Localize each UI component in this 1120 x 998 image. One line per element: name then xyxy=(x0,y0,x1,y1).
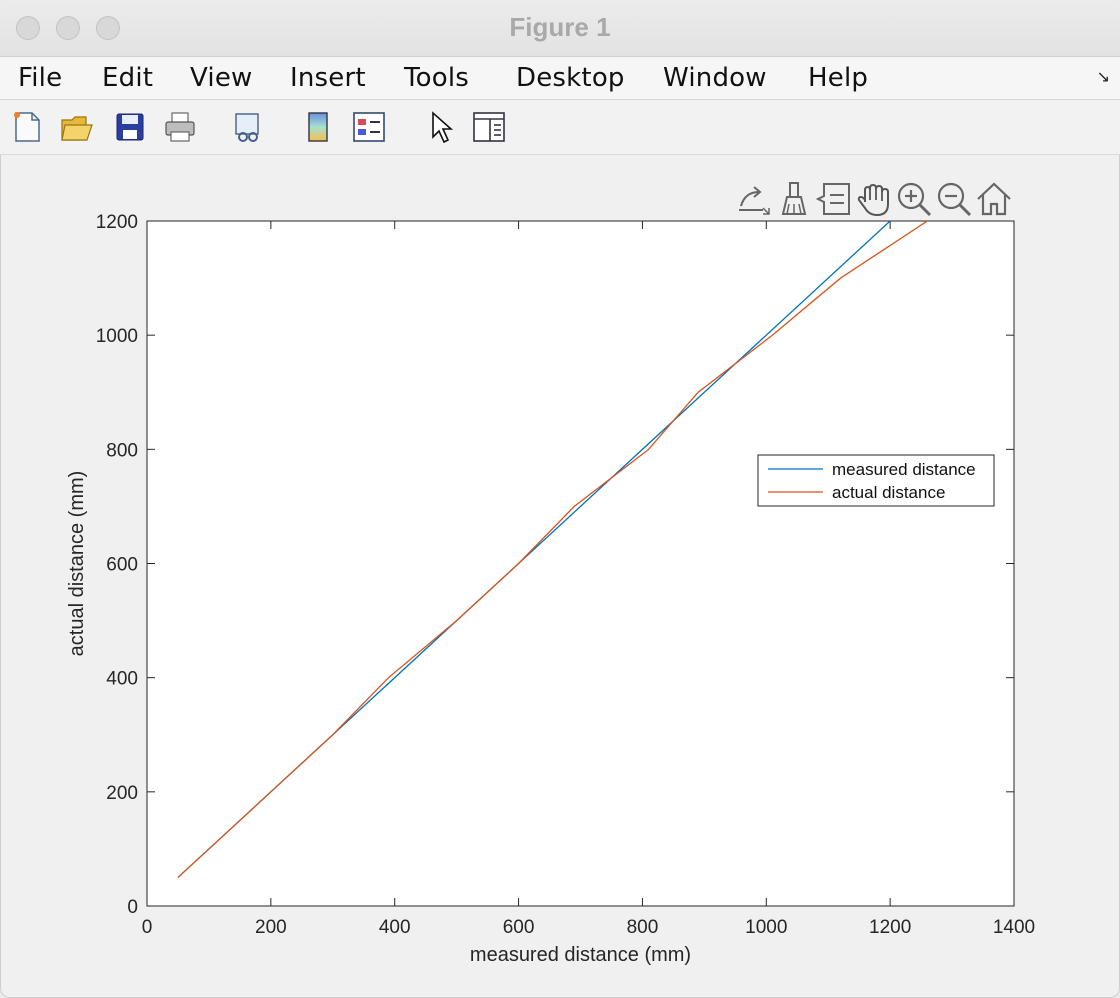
x-tick-label: 1000 xyxy=(745,917,787,938)
home-icon[interactable] xyxy=(975,180,1013,218)
x-tick-label: 200 xyxy=(255,917,287,938)
legend-label-1: measured distance xyxy=(832,460,976,479)
y-tick-label: 400 xyxy=(106,669,138,690)
pan-hand-icon[interactable] xyxy=(855,180,893,218)
axes-box xyxy=(146,220,1015,907)
y-tick-label: 1000 xyxy=(96,326,138,347)
menu-help[interactable]: Help xyxy=(808,63,869,93)
y-tick-label: 800 xyxy=(106,440,138,461)
x-tick-label: 400 xyxy=(379,917,411,938)
y-tick-label: 200 xyxy=(106,783,138,804)
y-tick-label: 0 xyxy=(127,897,138,918)
x-axis-label: measured distance (mm) xyxy=(470,944,691,966)
zoom-window-button[interactable] xyxy=(96,16,120,40)
y-axis-label: actual distance (mm) xyxy=(66,471,88,657)
legend-label-2: actual distance xyxy=(832,483,945,502)
series-line-2 xyxy=(177,221,928,878)
zoom-in-icon[interactable] xyxy=(895,180,933,218)
link-plot-icon[interactable] xyxy=(231,110,265,144)
menu-overflow-arrow-icon[interactable]: ↘ xyxy=(1096,69,1110,86)
data-tips-icon[interactable] xyxy=(815,180,853,218)
open-file-icon[interactable] xyxy=(60,110,94,144)
colorbar-icon[interactable] xyxy=(301,110,335,144)
menu-tools[interactable]: Tools xyxy=(404,63,470,93)
y-tick-label: 600 xyxy=(106,555,138,576)
minimize-window-button[interactable] xyxy=(56,16,80,40)
print-icon[interactable] xyxy=(163,110,197,144)
menu-insert[interactable]: Insert xyxy=(290,63,366,93)
x-tick-label: 800 xyxy=(627,917,659,938)
menu-window[interactable]: Window xyxy=(663,63,767,93)
x-tick-label: 0 xyxy=(142,917,153,938)
save-icon[interactable] xyxy=(113,110,147,144)
menu-bar: File Edit View Insert Tools Desktop Wind… xyxy=(0,57,1120,100)
menu-view[interactable]: View xyxy=(190,63,253,93)
property-inspector-icon[interactable] xyxy=(472,110,506,144)
brush-icon[interactable] xyxy=(775,180,813,218)
zoom-out-icon[interactable] xyxy=(935,180,973,218)
y-tick-label: 1200 xyxy=(96,212,138,233)
close-window-button[interactable] xyxy=(16,16,40,40)
x-tick-label: 1400 xyxy=(993,917,1035,938)
edit-plot-pointer-icon[interactable] xyxy=(424,110,458,144)
export-icon[interactable] xyxy=(733,180,771,218)
x-tick-label: 1200 xyxy=(869,917,911,938)
title-bar: Figure 1 xyxy=(0,0,1120,57)
plot-figure: 0 200 400 600 800 1000 1200 1400 0 200 400 600 800 10… xyxy=(66,212,1035,966)
legend-box xyxy=(757,454,995,507)
menu-edit[interactable]: Edit xyxy=(102,63,154,93)
legend-icon[interactable] xyxy=(352,110,386,144)
new-figure-icon[interactable] xyxy=(10,110,44,144)
x-tick-label: 600 xyxy=(503,917,535,938)
window-title: Figure 1 xyxy=(509,12,611,42)
menu-desktop[interactable]: Desktop xyxy=(516,63,625,93)
menu-file[interactable]: File xyxy=(18,63,63,93)
